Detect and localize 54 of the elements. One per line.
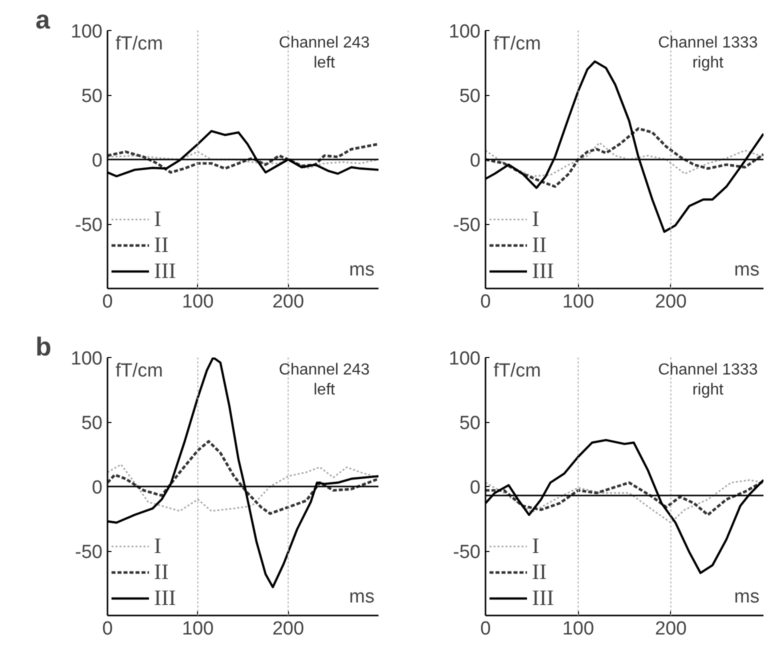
legend-label: II (532, 559, 548, 585)
x-tick-label: 100 (182, 618, 214, 640)
y-tick-label: 100 (448, 22, 480, 42)
y-tick-label: 100 (448, 348, 480, 370)
y-tick-label: 50 (81, 413, 103, 434)
annotation: right (692, 54, 724, 72)
y-tick-label: 0 (470, 478, 481, 498)
chart-title: b (36, 332, 52, 362)
x-tick-label: 200 (272, 292, 304, 312)
annotation: right (692, 382, 724, 398)
legend-label: III (154, 585, 176, 611)
y-tick-label: 50 (459, 413, 481, 434)
legend-label: I (154, 206, 162, 232)
y-axis-title: fT/cm (116, 360, 163, 382)
x-tick-label: 100 (182, 292, 214, 312)
x-tick-label: 200 (654, 292, 687, 312)
x-axis-title: ms (734, 586, 760, 608)
x-tick-label: 200 (654, 618, 687, 640)
legend-label: II (154, 232, 170, 258)
legend-label: III (532, 585, 554, 611)
legend-label: II (532, 232, 548, 258)
y-tick-label: 0 (470, 150, 481, 172)
annotation: Channel 243 (278, 362, 370, 378)
legend-label: I (532, 533, 540, 559)
x-tick-label: 100 (562, 292, 594, 312)
legend-label: III (532, 258, 554, 284)
y-tick-label: -50 (75, 215, 103, 236)
x-axis-title: ms (349, 260, 374, 280)
chart-title: a (36, 4, 50, 34)
y-tick-label: -50 (75, 542, 103, 563)
x-tick-label: 100 (562, 618, 594, 640)
legend-label: I (532, 206, 540, 232)
y-tick-label: 100 (70, 348, 102, 370)
annotation: left (314, 382, 336, 398)
y-tick-label: -50 (453, 215, 481, 236)
y-axis-title: fT/cm (116, 34, 163, 54)
x-tick-label: 200 (272, 618, 304, 640)
y-tick-label: 100 (70, 22, 102, 42)
legend-label: III (154, 258, 176, 284)
y-tick-label: 0 (92, 150, 103, 172)
y-axis-title: fT/cm (494, 34, 541, 54)
x-axis-title: ms (734, 260, 760, 280)
x-axis-title: ms (349, 586, 374, 608)
y-tick-label: 50 (459, 86, 481, 107)
y-tick-label: -50 (453, 542, 481, 563)
y-tick-label: 50 (81, 86, 103, 107)
legend-label: I (154, 533, 162, 559)
legend-label: II (154, 559, 170, 585)
annotation: Channel 1333 (658, 362, 758, 378)
annotation: Channel 243 (278, 34, 370, 52)
y-axis-title: fT/cm (494, 360, 541, 382)
annotation: Channel 1333 (658, 34, 758, 52)
y-tick-label: 0 (92, 478, 103, 498)
annotation: left (314, 54, 336, 72)
